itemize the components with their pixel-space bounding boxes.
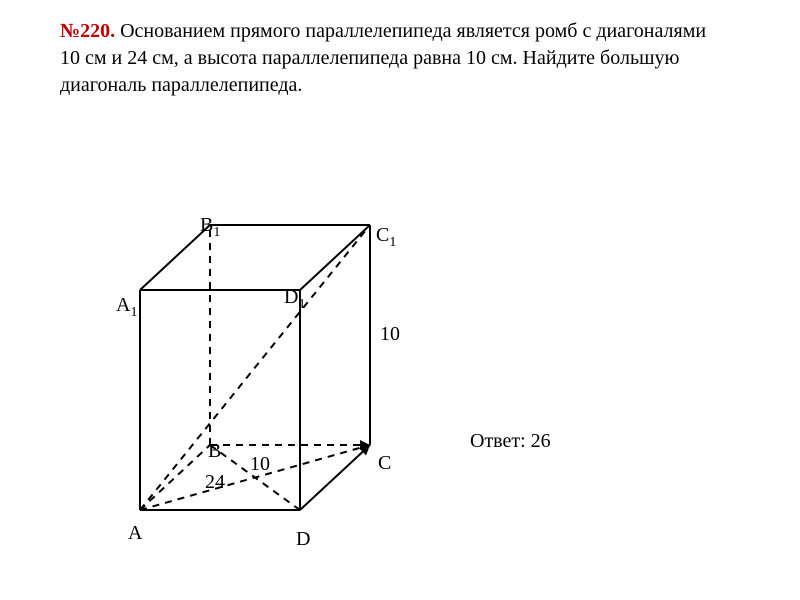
vertex-label-C1: C1 <box>376 224 396 251</box>
vertex-label-D1: D1 <box>284 286 305 313</box>
vertex-label-A: A <box>128 522 142 545</box>
parallelepiped-diagram: 101024 ABCDA1B1C1D1 <box>110 190 430 540</box>
vertex-label-D: D <box>296 528 310 551</box>
problem-line3: диагональ параллелепипеда. <box>60 74 302 96</box>
edge-label: 10 <box>250 453 270 475</box>
edge-label: 10 <box>380 323 400 345</box>
problem-number: №220. <box>60 20 115 42</box>
vertex-label-B: B <box>208 440 221 463</box>
answer-text: Ответ: 26 <box>470 430 551 453</box>
problem-text: №220. Основанием прямого параллелепипеда… <box>60 18 740 99</box>
problem-line2: 10 см и 24 см, а высота параллелепипеда … <box>60 47 679 69</box>
problem-line1: Основанием прямого параллелепипеда являе… <box>115 20 706 42</box>
vertex-label-C: C <box>378 452 391 475</box>
vertex-label-A1: A1 <box>116 294 137 321</box>
vertex-label-B1: B1 <box>200 214 220 241</box>
edge-label: 24 <box>205 471 225 493</box>
